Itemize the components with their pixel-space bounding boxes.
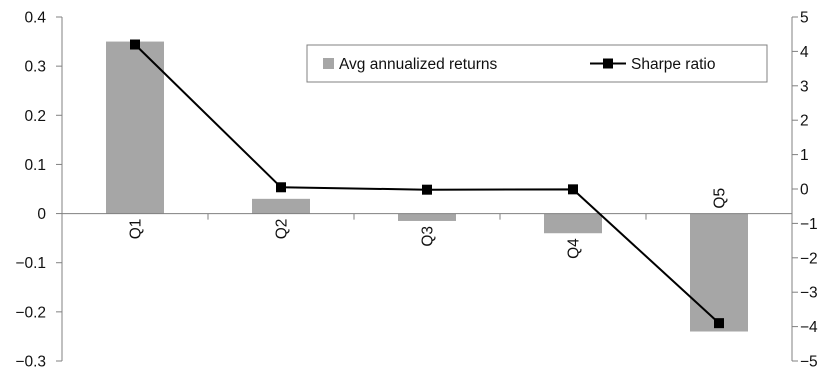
category-label-q1: Q1 — [128, 219, 145, 240]
left-tick-label: 0.3 — [24, 59, 46, 76]
legend-box — [306, 44, 768, 83]
legend: Avg annualized returns Sharpe ratio — [306, 44, 768, 83]
right-tick-label: 5 — [800, 10, 809, 27]
bar-q3 — [398, 213, 456, 221]
legend-line-marker — [603, 58, 613, 69]
category-axis — [61, 213, 793, 220]
bar-q2 — [252, 198, 310, 214]
sharpe-point-q1 — [130, 39, 140, 50]
sharpe-point-q3 — [422, 184, 432, 195]
sharpe-point-q4 — [568, 184, 578, 195]
category-label-q4: Q4 — [566, 238, 583, 259]
bar-q5 — [690, 213, 748, 332]
category-label-q5: Q5 — [712, 188, 729, 209]
bar-q1 — [106, 41, 164, 214]
right-tick-label: −1 — [800, 216, 818, 233]
left-y-axis: 0.4 0.3 0.2 0.1 0 −0.1 −0.2 −0.3 — [15, 10, 63, 369]
category-label-q3: Q3 — [420, 226, 437, 247]
left-tick-label: 0 — [37, 206, 46, 223]
bar-q4 — [544, 213, 602, 234]
right-tick-label: −2 — [800, 250, 818, 267]
right-tick-label: 0 — [800, 182, 809, 199]
left-tick-label: −0.3 — [15, 354, 46, 369]
category-label-q2: Q2 — [274, 219, 291, 240]
legend-label-sharpe: Sharpe ratio — [631, 56, 715, 73]
left-tick-label: 0.2 — [24, 108, 46, 125]
left-tick-label: −0.2 — [15, 304, 46, 321]
left-tick-label: −0.1 — [15, 255, 46, 272]
legend-label-returns: Avg annualized returns — [339, 56, 498, 73]
right-tick-label: 3 — [800, 78, 809, 95]
sharpe-point-q2 — [276, 182, 286, 193]
left-tick-label: 0.1 — [24, 157, 46, 174]
right-tick-label: −4 — [800, 319, 818, 336]
right-y-axis: 5 4 3 2 1 0 −1 −2 −3 −4 −5 — [791, 10, 818, 369]
sharpe-line — [134, 43, 720, 324]
bar-series — [106, 41, 748, 332]
right-tick-label: −5 — [800, 354, 818, 369]
legend-bar-swatch — [323, 58, 334, 69]
right-tick-label: 4 — [800, 44, 809, 61]
right-tick-label: 1 — [800, 147, 809, 164]
sharpe-point-q5 — [714, 318, 724, 329]
right-tick-label: 2 — [800, 113, 809, 130]
left-tick-label: 0.4 — [24, 10, 46, 27]
category-labels: Q1 Q2 Q3 Q4 Q5 — [128, 188, 729, 259]
right-tick-label: −3 — [800, 285, 818, 302]
line-series — [130, 39, 724, 329]
